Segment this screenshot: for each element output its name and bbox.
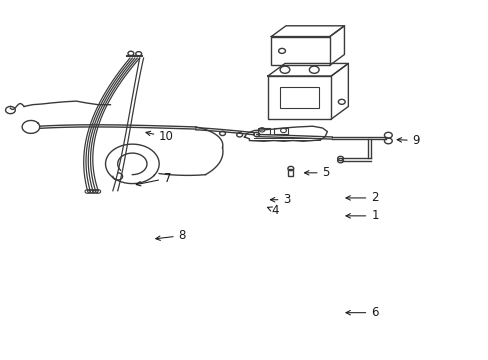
Text: 6: 6 (345, 306, 378, 319)
Text: 8: 8 (156, 229, 185, 242)
Bar (288, 169, 293, 176)
Bar (271, 37, 329, 65)
Text: 9: 9 (396, 134, 419, 147)
Bar (258, 128, 270, 134)
Text: 7: 7 (136, 172, 171, 186)
Text: 3: 3 (270, 193, 290, 206)
Bar (267, 76, 330, 119)
Text: 1: 1 (345, 210, 378, 222)
Bar (280, 87, 319, 108)
Text: 2: 2 (345, 192, 378, 204)
Text: 5: 5 (304, 166, 329, 179)
Text: 4: 4 (267, 204, 278, 217)
Bar (273, 128, 288, 134)
Text: 10: 10 (145, 130, 174, 144)
